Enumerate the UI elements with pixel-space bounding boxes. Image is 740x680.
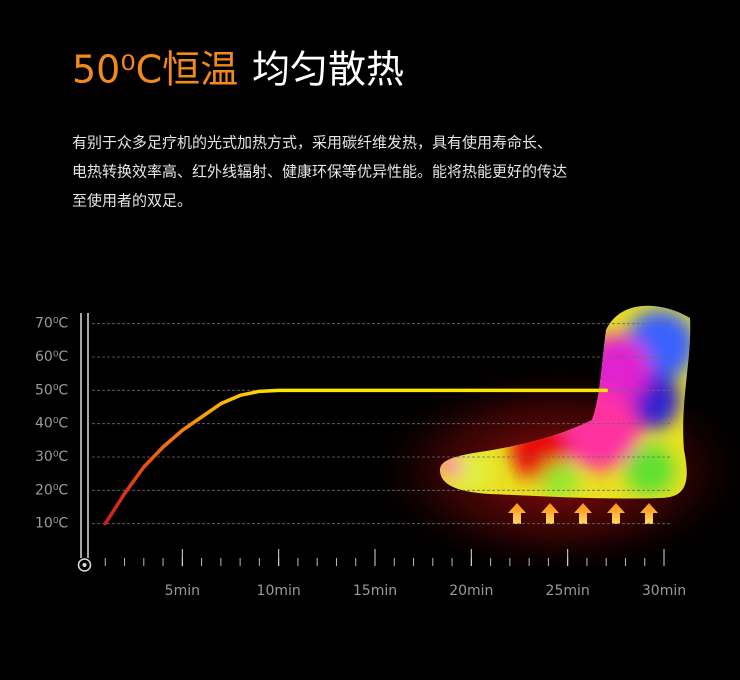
x-tick-label: 15min (353, 583, 397, 599)
description-line: 有别于众多足疗机的光式加热方式，采用碳纤维发热，具有使用寿命长、 (72, 134, 552, 152)
x-tick-label: 5min (165, 583, 200, 599)
title: 均匀散热 (252, 48, 404, 92)
y-tick-label: 20⁰C (35, 482, 68, 498)
y-tick-label: 50⁰C (35, 382, 68, 398)
y-tick-label: 40⁰C (35, 416, 68, 432)
x-tick-label: 20min (449, 583, 493, 599)
y-tick-label: 10⁰C (35, 516, 68, 532)
description-line: 电热转换效率高、红外线辐射、健康环保等优异性能。能将热能更好的传达 (72, 163, 567, 181)
y-tick-label: 70⁰C (35, 316, 68, 332)
title-highlight: 50⁰C恒温 (72, 48, 238, 92)
heat-arrows (508, 503, 658, 524)
axis-origin-dot (82, 563, 87, 567)
x-tick-label: 10min (257, 583, 301, 599)
y-tick-label: 30⁰C (35, 449, 68, 465)
description-line: 至使用者的双足。 (72, 192, 192, 210)
temperature-line (103, 388, 608, 526)
axis-origin (77, 558, 92, 572)
x-tick-label: 25min (546, 583, 590, 599)
x-tick-label: 30min (642, 583, 686, 599)
y-tick-label: 60⁰C (35, 349, 68, 365)
y-axis (80, 313, 89, 558)
